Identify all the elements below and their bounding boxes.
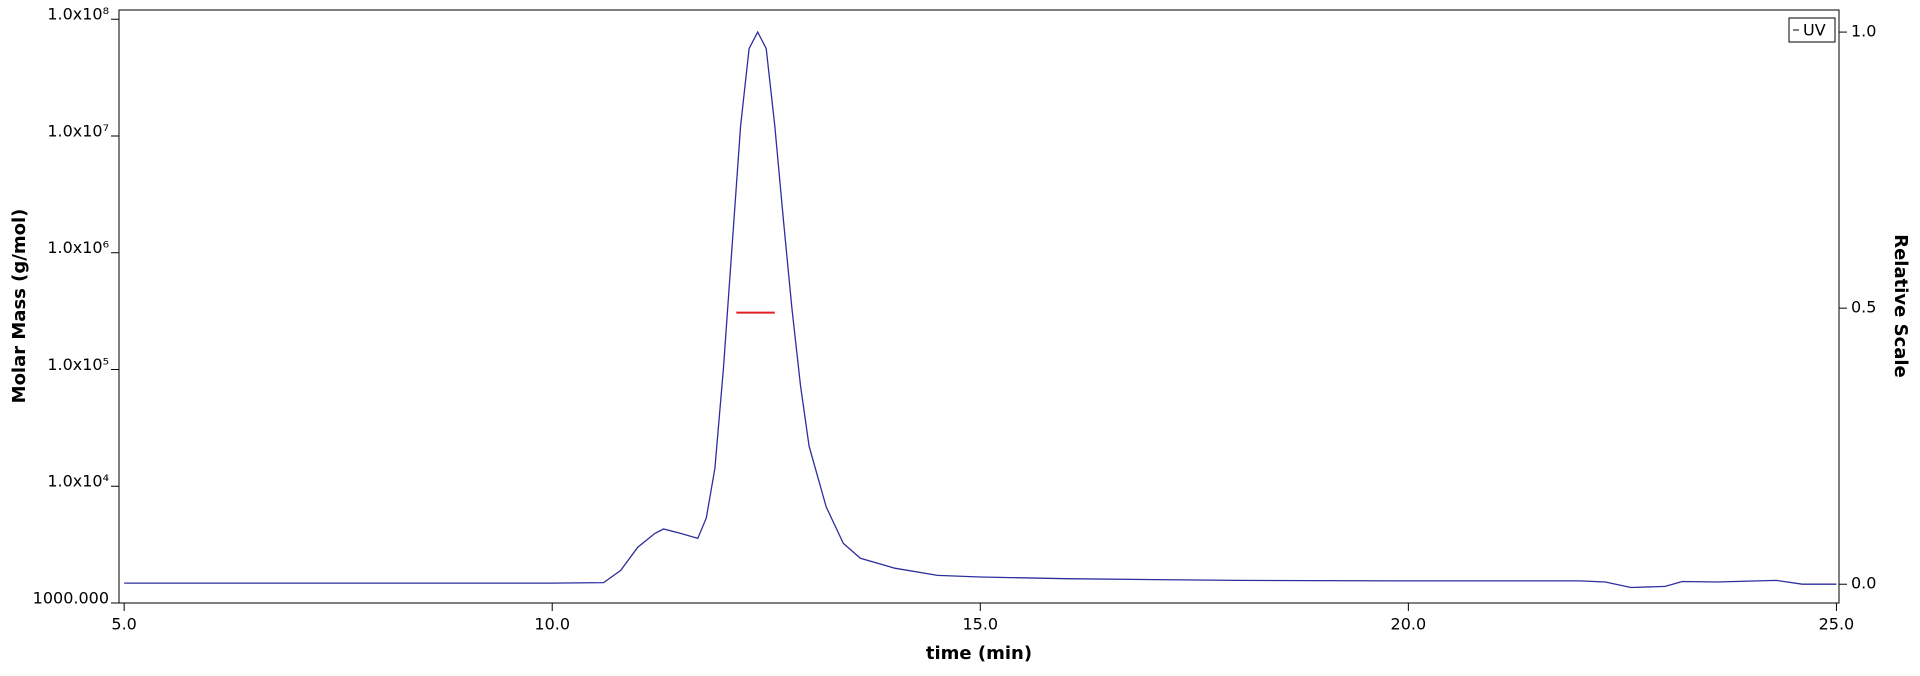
y2-tick-label: 1.0 <box>1851 22 1876 41</box>
y-tick-label: 1000.000 <box>33 589 109 608</box>
y-tick-label: 1.0x10⁶ <box>47 238 109 257</box>
x-tick-label: 25.0 <box>1819 615 1855 634</box>
y-tick-label: 1.0x10⁴ <box>47 472 109 491</box>
y-tick-label: 1.0x10⁸ <box>47 5 109 24</box>
plot-frame <box>118 9 1840 604</box>
y2-tick-label: 0.0 <box>1851 574 1876 593</box>
y-axis-label: Molar Mass (g/mol) <box>9 209 30 404</box>
x-tick-label: 10.0 <box>534 615 570 634</box>
y-tick-label: 1.0x10⁷ <box>47 121 109 140</box>
y2-tick-label: 0.5 <box>1851 298 1876 317</box>
x-tick-label: 5.0 <box>111 615 136 634</box>
legend-label: UV <box>1803 21 1826 40</box>
x-tick-label: 20.0 <box>1391 615 1427 634</box>
x-axis-label: time (min) <box>926 643 1032 664</box>
y-tick-label: 1.0x10⁵ <box>47 355 109 374</box>
x-tick-label: 15.0 <box>962 615 998 634</box>
y2-axis-label: Relative Scale <box>1890 234 1911 378</box>
series-line <box>124 30 1837 589</box>
